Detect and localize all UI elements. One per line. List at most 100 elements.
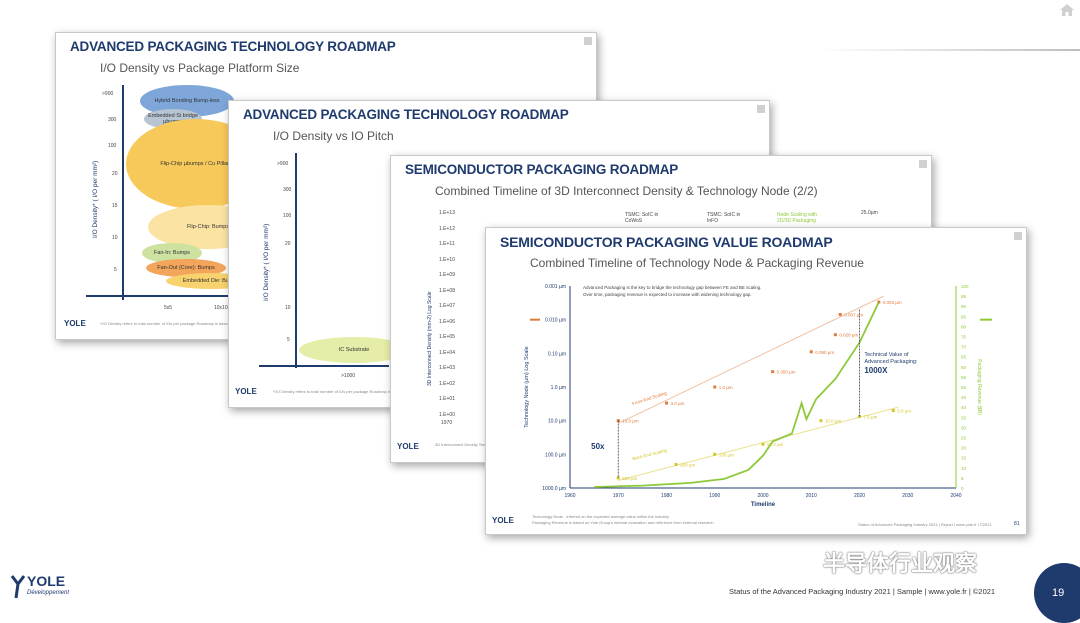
fe-point-label: 3.0 µm — [671, 401, 685, 406]
be-point — [761, 442, 765, 446]
gap-1000x-line2: Advanced Packaging: — [864, 359, 918, 365]
header-rule — [820, 49, 1080, 51]
box-tsmc-cowos: TSMC: SoIC in CoWoS — [625, 212, 659, 224]
y2-tick-label: 30 — [961, 425, 967, 430]
y-tick: 10 — [112, 235, 118, 241]
slide-title: SEMICONDUCTOR PACKAGING VALUE ROADMAP — [500, 234, 833, 250]
gap-1000x-line1: Technical Value of — [864, 352, 909, 358]
fe-point — [838, 312, 842, 316]
x-tick: 10x10 — [214, 305, 228, 311]
y-tick: 1.E+09 — [439, 272, 455, 278]
y-tick: 20 — [112, 171, 118, 177]
node-scaling-note: Node Scaling with 2D/3D Packaging — [777, 212, 818, 224]
y-tick-label: 1000.0 µm — [542, 486, 566, 492]
y-axis-label: I/O Density* ( I/O per mm²) — [263, 223, 270, 301]
y-tick: 15 — [112, 203, 118, 209]
be-point — [819, 419, 823, 423]
y-tick: 1.E+11 — [439, 241, 455, 247]
y-tick: 1.E+06 — [439, 318, 455, 325]
be-point-label: 100 µm — [719, 452, 734, 457]
be-point — [891, 409, 895, 413]
y2-tick-label: 10 — [961, 466, 967, 471]
fe-point — [833, 333, 837, 337]
x-tick-label: 2000 — [757, 493, 768, 499]
logo-tagline: Développement — [27, 590, 69, 596]
fe-point — [713, 385, 717, 389]
be-trend-line — [618, 406, 899, 482]
y-tick-label: 10.0 µm — [548, 419, 566, 425]
y2-tick-label: 20 — [961, 446, 967, 451]
box-tsmc-info: TSMC: SoIC in InFO — [707, 212, 741, 224]
gap-50x-label: 50x — [591, 442, 605, 451]
y2-tick-label: 15 — [961, 456, 967, 461]
x-tick-label: 2040 — [950, 493, 961, 499]
y2-tick-label: 50 — [961, 385, 967, 390]
slide-number: 81 — [1014, 521, 1020, 527]
y-tick-label: 1.0 µm — [551, 385, 566, 391]
y-tick: 5 — [114, 267, 117, 273]
fe-trend-line — [618, 295, 884, 424]
y-tick: 1.E+00 — [439, 411, 455, 418]
y-axis — [122, 85, 124, 300]
footnote: 3D Interconnect Density Technology Node … — [435, 442, 524, 447]
home-icon — [1014, 232, 1022, 240]
y-axis — [295, 153, 297, 368]
x-tick-label: 2020 — [854, 493, 865, 499]
fe-point-label: 10.0 µm — [622, 419, 639, 424]
y-tick-label: 0.001 µm — [545, 284, 566, 290]
y-tick: 1.E+10 — [439, 256, 455, 263]
y-tick: 5 — [287, 337, 290, 343]
home-icon — [757, 105, 765, 113]
y-tick: 1.E+02 — [439, 380, 455, 387]
be-series-label: Back-End Scaling — [632, 448, 668, 462]
x-tick: 1970 — [441, 420, 453, 426]
y2-tick-label: 35 — [961, 415, 967, 420]
be-point-label: 5.0 µm — [897, 409, 911, 414]
chart-note-line1: Advanced Packaging is the key to bridge … — [583, 285, 762, 290]
slide-subtitle: Combined Timeline of Technology Node & P… — [530, 256, 864, 270]
slide-reference: Status of Advanced Packaging Industry 20… — [858, 522, 992, 527]
slide-subtitle: I/O Density vs Package Platform Size — [100, 61, 300, 75]
y2-tick-label: 100 — [961, 284, 969, 289]
page-number: 19 — [1052, 587, 1065, 599]
y-tick: 1.E+08 — [439, 287, 455, 294]
y2-tick-label: 5 — [961, 476, 964, 481]
x-axis-label: Timeline — [751, 502, 776, 508]
y2-tick-label: 75 — [961, 335, 967, 340]
be-point-label: 500 µm — [622, 476, 637, 481]
y-tick: 1.E+03 — [439, 365, 455, 371]
y-tick: 100 — [108, 143, 117, 149]
x-tick-label: 1990 — [709, 493, 720, 499]
footer-text: Status of the Advanced Packaging Industr… — [729, 587, 996, 596]
fe-point — [877, 300, 881, 304]
home-icon[interactable] — [1060, 4, 1074, 16]
x-tick: >1000 — [341, 373, 356, 379]
slide-subtitle: I/O Density vs IO Pitch — [273, 129, 394, 143]
y-tick: 100 — [283, 213, 292, 219]
y-tick-label: 0.10 µm — [548, 351, 566, 357]
be-point-label: 10.0 µm — [825, 419, 842, 424]
be-point-label: 7.5 µm — [864, 414, 878, 419]
y-tick-label: 0.010 µm — [545, 318, 566, 324]
slide-thumbnail-4: SEMICONDUCTOR PACKAGING VALUE ROADMAP Co… — [485, 227, 1027, 535]
y2-axis-label: Packaging Revenue ($B) — [976, 359, 982, 415]
y-axis-label: I/O Density* ( I/O per mm²) — [92, 160, 99, 238]
blob-fan-out: Fan-Out (Core): Bumps — [146, 259, 226, 277]
fe-point-label: 0.350 µm — [777, 370, 796, 375]
x-axis — [86, 295, 256, 297]
blob-fan-in: Fan-In: Bumps — [142, 243, 202, 263]
footnote-line1: Technology Node - inferred on the expect… — [532, 514, 669, 519]
be-point-label: 50.0 µm — [767, 442, 784, 447]
x-axis — [259, 365, 389, 367]
footnote: *I/O Density refers to total number of I… — [273, 389, 440, 394]
be-point-label: 200 µm — [680, 462, 695, 467]
fe-point — [665, 401, 668, 405]
y-tick: 1.E+13 — [439, 210, 455, 216]
value-roadmap-chart: 1960 1970 1980 1990 2000 2010 2020 2030 2040Time… — [524, 284, 992, 508]
y-axis-label: 3D Interconnect Density (mm-2) Log Scale — [427, 291, 433, 386]
y2-tick-label: 90 — [961, 304, 967, 309]
slide-title: SEMICONDUCTOR PACKAGING ROADMAP — [405, 162, 679, 177]
y2-tick-label: 25 — [961, 436, 967, 441]
fe-point — [809, 350, 813, 354]
y-tick-label: 100.0 µm — [545, 452, 566, 458]
